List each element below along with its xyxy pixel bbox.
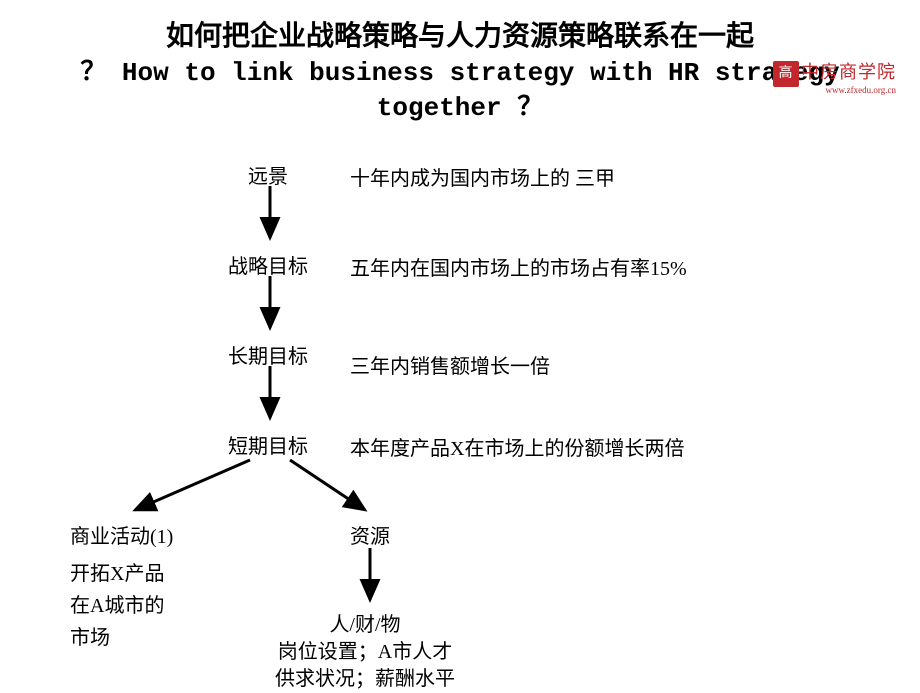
desc-business: 开拓X产品 在A城市的 市场	[70, 558, 164, 654]
node-resource: 资源	[350, 520, 390, 549]
watermark-seal: 高	[773, 61, 799, 87]
desc-details: 人/财/物 岗位设置；A市人才 供求状况；薪酬水平	[275, 612, 455, 693]
arrow	[135, 460, 250, 510]
node-strategy: 战略目标	[228, 250, 308, 279]
node-vision: 远景	[248, 160, 288, 189]
node-longterm: 长期目标	[228, 340, 308, 369]
arrow	[290, 460, 365, 510]
desc-business-l1: 开拓X产品	[70, 563, 164, 585]
desc-strategy: 五年内在国内市场上的市场占有率15%	[350, 252, 687, 281]
desc-business-l2: 在A城市的	[70, 595, 164, 617]
subtitle-line-a: ？ How to link business strategy with HR …	[80, 58, 839, 88]
desc-vision: 十年内成为国内市场上的 三甲	[350, 162, 615, 191]
details-l2: 岗位设置；A市人才	[275, 639, 455, 666]
subtitle-line-b: together ？	[377, 93, 543, 123]
watermark: 高中房商学院 www.zfxedu.org.cn	[773, 58, 896, 95]
details-l3: 供求状况；薪酬水平	[275, 666, 455, 693]
watermark-text: 中房商学院	[801, 62, 896, 82]
desc-shortterm: 本年度产品X在市场上的份额增长两倍	[350, 432, 684, 461]
desc-business-l3: 市场	[70, 627, 110, 649]
desc-longterm: 三年内销售额增长一倍	[350, 350, 550, 379]
node-business: 商业活动(1)	[70, 520, 173, 549]
page-title: 如何把企业战略策略与人力资源策略联系在一起	[0, 0, 920, 54]
details-l1: 人/财/物	[275, 612, 455, 639]
node-shortterm: 短期目标	[228, 430, 308, 459]
